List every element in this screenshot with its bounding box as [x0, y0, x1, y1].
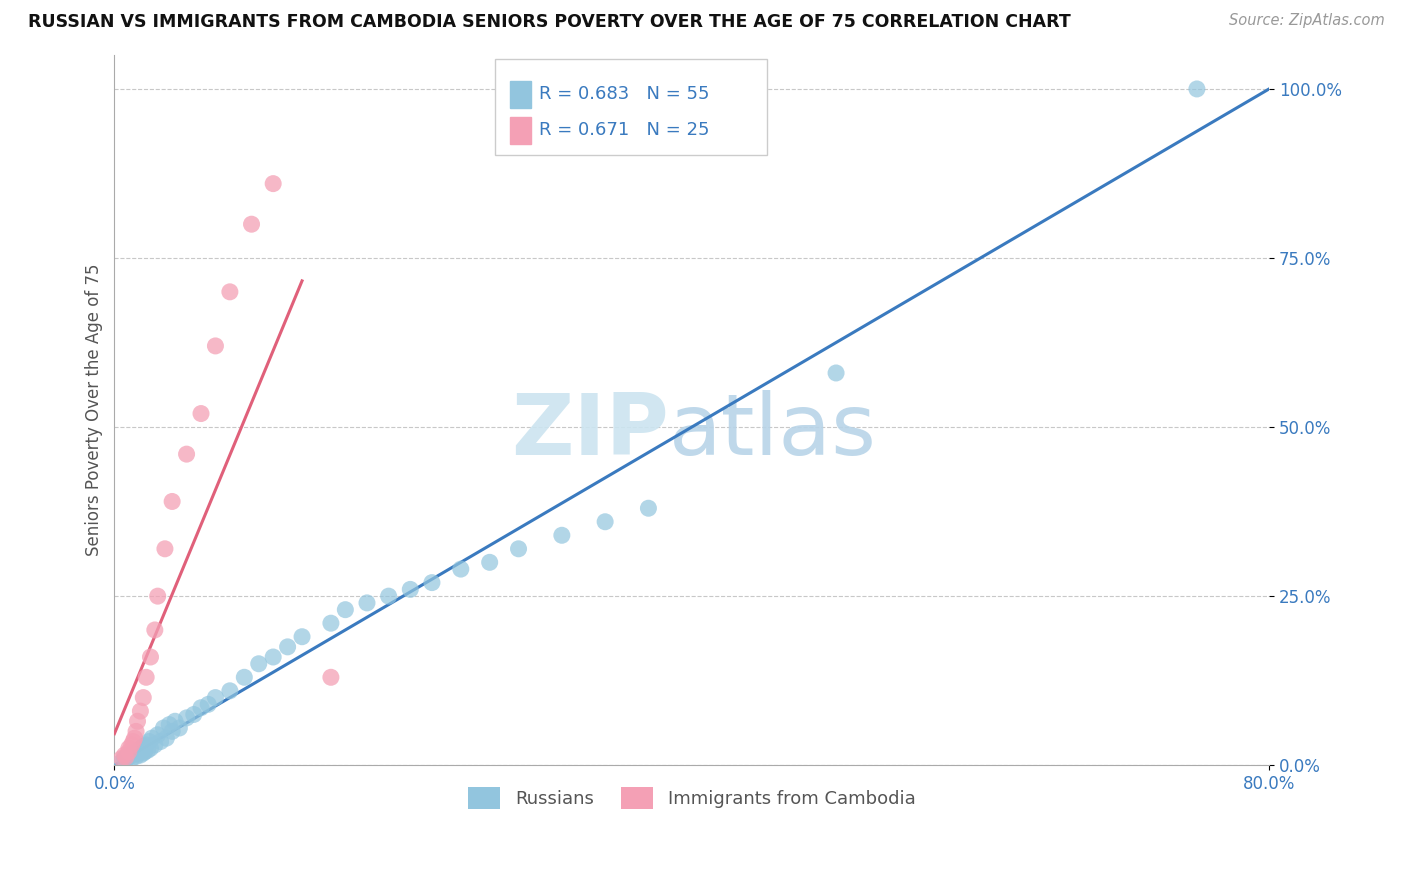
Point — [160, 494, 183, 508]
Point — [183, 707, 205, 722]
Point — [825, 366, 848, 380]
Point — [157, 717, 180, 731]
Point — [153, 541, 176, 556]
Point — [508, 541, 530, 556]
Point — [132, 739, 155, 754]
Point — [163, 714, 186, 729]
Point — [176, 711, 198, 725]
Point — [204, 339, 226, 353]
Text: ZIP: ZIP — [510, 390, 669, 473]
Point — [155, 731, 177, 746]
Point — [134, 745, 156, 759]
Point — [152, 721, 174, 735]
Point — [399, 582, 422, 597]
Point — [115, 750, 138, 764]
Point — [125, 749, 148, 764]
Point — [111, 755, 134, 769]
Point — [1185, 82, 1208, 96]
Point — [262, 650, 284, 665]
Point — [143, 623, 166, 637]
Point — [111, 751, 134, 765]
Point — [149, 734, 172, 748]
Point — [190, 407, 212, 421]
Point — [131, 741, 153, 756]
Point — [262, 177, 284, 191]
Point — [240, 217, 263, 231]
Point — [138, 734, 160, 748]
Point — [377, 589, 399, 603]
Point — [450, 562, 472, 576]
Point — [356, 596, 378, 610]
Point — [478, 555, 501, 569]
Point — [127, 714, 149, 729]
Point — [118, 741, 141, 756]
Legend: Russians, Immigrants from Cambodia: Russians, Immigrants from Cambodia — [461, 780, 922, 816]
Point — [190, 700, 212, 714]
Point — [132, 746, 155, 760]
Point — [141, 731, 163, 746]
Point — [128, 743, 150, 757]
Point — [136, 743, 159, 757]
Point — [127, 747, 149, 761]
Y-axis label: Seniors Poverty Over the Age of 75: Seniors Poverty Over the Age of 75 — [86, 264, 103, 557]
Text: R = 0.671   N = 25: R = 0.671 N = 25 — [540, 120, 710, 138]
Bar — [510, 117, 531, 144]
Point — [132, 690, 155, 705]
Point — [197, 698, 219, 712]
Point — [135, 670, 157, 684]
Point — [146, 728, 169, 742]
Text: RUSSIAN VS IMMIGRANTS FROM CAMBODIA SENIORS POVERTY OVER THE AGE OF 75 CORRELATI: RUSSIAN VS IMMIGRANTS FROM CAMBODIA SENI… — [28, 13, 1071, 31]
Point — [420, 575, 443, 590]
Point — [319, 670, 342, 684]
Point — [139, 650, 162, 665]
Point — [176, 447, 198, 461]
Point — [118, 745, 141, 759]
Point — [160, 724, 183, 739]
Point — [551, 528, 574, 542]
Point — [139, 741, 162, 756]
Point — [146, 589, 169, 603]
Point — [118, 750, 141, 764]
Point — [218, 683, 240, 698]
Point — [143, 738, 166, 752]
Point — [121, 738, 143, 752]
Point — [115, 753, 138, 767]
Point — [637, 501, 659, 516]
Point — [125, 724, 148, 739]
Point — [121, 751, 143, 765]
Point — [319, 616, 342, 631]
Text: Source: ZipAtlas.com: Source: ZipAtlas.com — [1229, 13, 1385, 29]
Point — [277, 640, 299, 654]
Point — [204, 690, 226, 705]
Point — [291, 630, 314, 644]
Point — [169, 721, 191, 735]
Point — [125, 745, 148, 759]
Bar — [510, 81, 531, 109]
Text: atlas: atlas — [669, 390, 877, 473]
Point — [122, 734, 145, 748]
Point — [335, 602, 357, 616]
Point — [593, 515, 616, 529]
Point — [247, 657, 270, 671]
Point — [129, 704, 152, 718]
Point — [118, 747, 141, 762]
Point — [129, 747, 152, 762]
Point — [124, 731, 146, 746]
Point — [114, 751, 136, 765]
Point — [135, 738, 157, 752]
Point — [114, 747, 136, 762]
Point — [233, 670, 256, 684]
Text: R = 0.683   N = 55: R = 0.683 N = 55 — [540, 86, 710, 103]
Point — [218, 285, 240, 299]
FancyBboxPatch shape — [495, 59, 766, 154]
Point — [122, 746, 145, 760]
